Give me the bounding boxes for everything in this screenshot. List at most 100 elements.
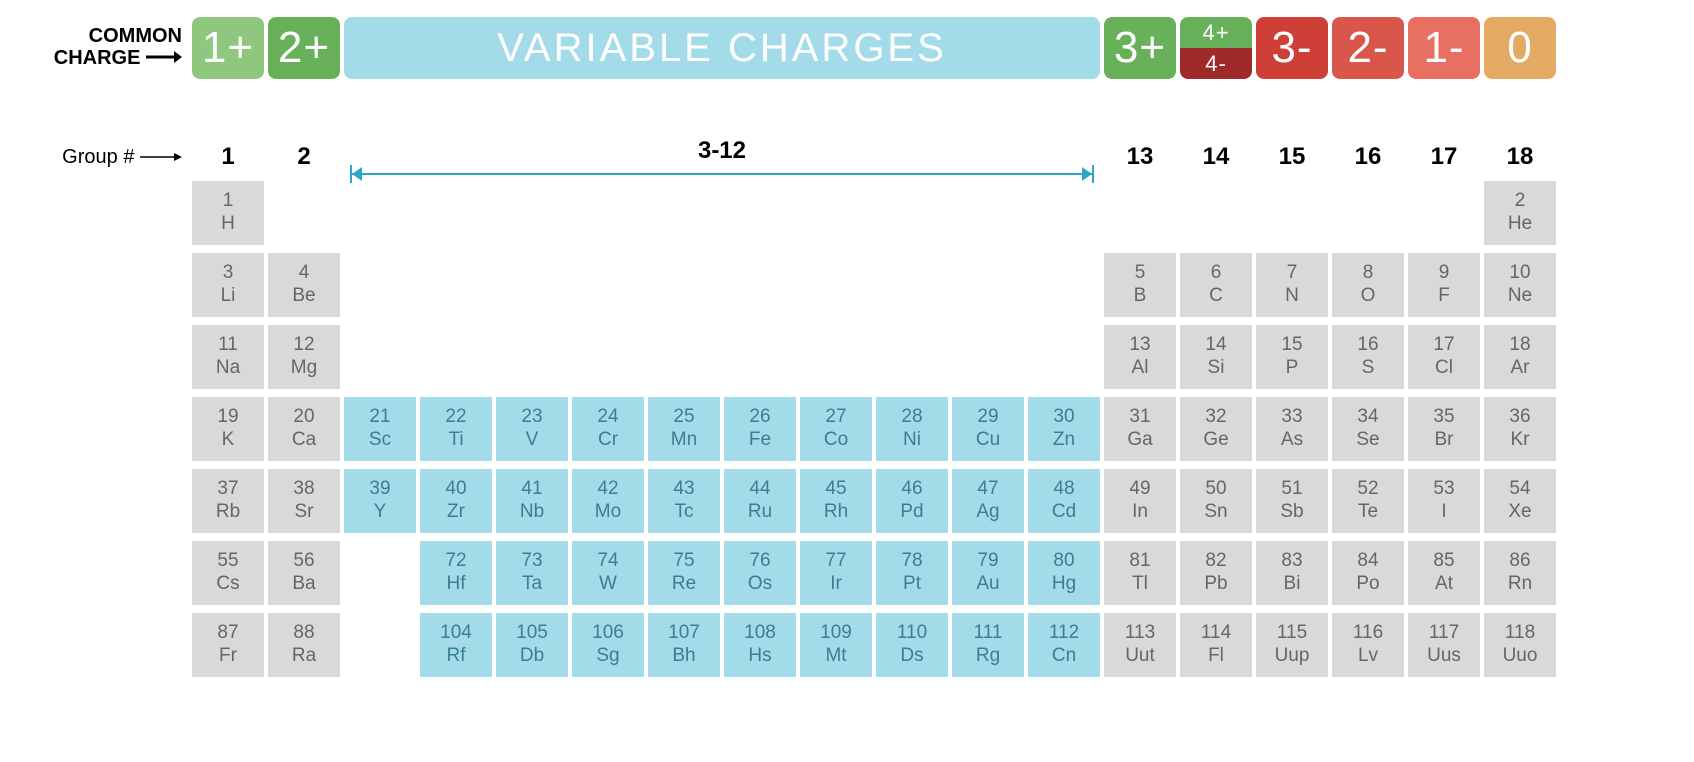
- empty-cell: [1180, 181, 1252, 245]
- element-cell: 56Ba: [268, 541, 340, 605]
- common-charge-l1: COMMON: [89, 25, 182, 47]
- atomic-number: 104: [440, 622, 472, 645]
- element-cell: 47Ag: [952, 469, 1024, 533]
- element-cell: 26Fe: [724, 397, 796, 461]
- element-symbol: Mg: [291, 357, 317, 380]
- element-symbol: Zr: [447, 501, 465, 524]
- element-symbol: Y: [374, 501, 387, 524]
- element-symbol: Hf: [447, 573, 466, 596]
- element-symbol: Re: [672, 573, 696, 596]
- element-cell: 18Ar: [1484, 325, 1556, 389]
- element-cell: 49In: [1104, 469, 1176, 533]
- empty-cell: [1332, 181, 1404, 245]
- element-row: 3Li4Be5B6C7N8O9F10Ne: [10, 251, 1684, 319]
- empty-cell: [496, 181, 568, 245]
- charge-cells: 1+2+VARIABLE CHARGES3+4+4-3-2-1-0: [190, 15, 1558, 81]
- empty-cell: [876, 325, 948, 389]
- element-symbol: Rh: [824, 501, 848, 524]
- empty-cell: [1028, 253, 1100, 317]
- element-cell: 27Co: [800, 397, 872, 461]
- atomic-number: 117: [1429, 622, 1459, 645]
- element-cell: 40Zr: [420, 469, 492, 533]
- atomic-number: 19: [217, 406, 238, 429]
- element-symbol: Co: [824, 429, 848, 452]
- element-cell: 115Uup: [1256, 613, 1328, 677]
- charge-split-bottom: 4-: [1180, 48, 1252, 79]
- empty-cell: [420, 181, 492, 245]
- charge-cell: 2+: [268, 17, 340, 79]
- element-cell: 4Be: [268, 253, 340, 317]
- element-symbol: Li: [221, 285, 236, 308]
- element-cell: 21Sc: [344, 397, 416, 461]
- atomic-number: 1: [223, 190, 234, 213]
- empty-cell: [800, 181, 872, 245]
- element-symbol: F: [1438, 285, 1450, 308]
- atomic-number: 56: [293, 550, 314, 573]
- element-symbol: Mo: [595, 501, 621, 524]
- atomic-number: 78: [901, 550, 922, 573]
- group-number-label: Group #: [10, 146, 190, 169]
- atomic-number: 46: [901, 478, 922, 501]
- element-symbol: B: [1134, 285, 1147, 308]
- element-symbol: Pb: [1204, 573, 1227, 596]
- atomic-number: 72: [445, 550, 466, 573]
- group-number: 14: [1180, 141, 1252, 173]
- empty-cell: [344, 325, 416, 389]
- element-symbol: Hg: [1052, 573, 1076, 596]
- charge-cell: 2-: [1332, 17, 1404, 79]
- element-cell: 22Ti: [420, 397, 492, 461]
- atomic-number: 105: [516, 622, 548, 645]
- atomic-number: 111: [974, 622, 1003, 645]
- empty-cell: [648, 325, 720, 389]
- charge-cell: 0: [1484, 17, 1556, 79]
- element-cell: 10Ne: [1484, 253, 1556, 317]
- charge-cell: 4+4-: [1180, 17, 1252, 79]
- atomic-number: 21: [369, 406, 390, 429]
- atomic-number: 108: [744, 622, 776, 645]
- element-cell: 86Rn: [1484, 541, 1556, 605]
- element-cell: 111Rg: [952, 613, 1024, 677]
- atomic-number: 106: [592, 622, 624, 645]
- atomic-number: 54: [1509, 478, 1530, 501]
- element-cell: 29Cu: [952, 397, 1024, 461]
- atomic-number: 30: [1053, 406, 1074, 429]
- element-cell: 45Rh: [800, 469, 872, 533]
- empty-cell: [952, 181, 1024, 245]
- empty-cell: [572, 181, 644, 245]
- atomic-number: 40: [445, 478, 466, 501]
- charge-cell: 1+: [192, 17, 264, 79]
- empty-cell: [952, 325, 1024, 389]
- element-cell: 112Cn: [1028, 613, 1100, 677]
- group-number: 2: [268, 141, 340, 173]
- atomic-number: 55: [217, 550, 238, 573]
- element-cell: 38Sr: [268, 469, 340, 533]
- arrow-right-icon: [1082, 167, 1092, 181]
- element-cell: 53I: [1408, 469, 1480, 533]
- element-symbol: Cs: [216, 573, 239, 596]
- atomic-number: 4: [299, 262, 310, 285]
- element-symbol: Uuo: [1503, 645, 1538, 668]
- element-cell: 114Fl: [1180, 613, 1252, 677]
- element-symbol: Zn: [1053, 429, 1075, 452]
- empty-cell: [800, 325, 872, 389]
- element-symbol: He: [1508, 213, 1532, 236]
- empty-cell: [648, 181, 720, 245]
- element-cell: 77Ir: [800, 541, 872, 605]
- atomic-number: 43: [673, 478, 694, 501]
- row-cells: 37Rb38Sr39Y40Zr41Nb42Mo43Tc44Ru45Rh46Pd4…: [190, 467, 1558, 535]
- atomic-number: 34: [1357, 406, 1378, 429]
- atomic-number: 22: [445, 406, 466, 429]
- element-symbol: Bi: [1284, 573, 1301, 596]
- element-symbol: Te: [1358, 501, 1378, 524]
- atomic-number: 32: [1205, 406, 1226, 429]
- element-symbol: Cr: [598, 429, 618, 452]
- atomic-number: 26: [749, 406, 770, 429]
- element-cell: 110Ds: [876, 613, 948, 677]
- atomic-number: 118: [1505, 622, 1535, 645]
- element-cell: 16S: [1332, 325, 1404, 389]
- element-cell: 88Ra: [268, 613, 340, 677]
- group-number: 16: [1332, 141, 1404, 173]
- atomic-number: 76: [749, 550, 770, 573]
- atomic-number: 10: [1509, 262, 1530, 285]
- atomic-number: 15: [1281, 334, 1302, 357]
